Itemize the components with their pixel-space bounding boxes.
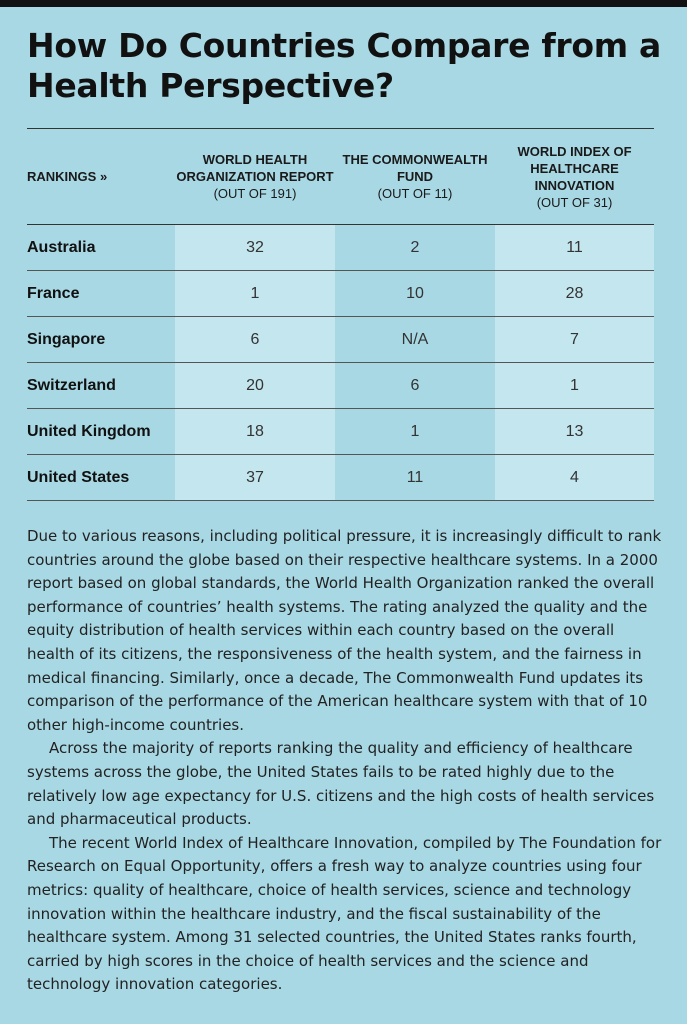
table-row: France 1 10 28 <box>27 270 654 317</box>
paragraph-us-ranking: Across the majority of reports ranking t… <box>27 739 655 829</box>
column-subheading: (OUT OF 191) <box>213 186 297 201</box>
column-subheading: (OUT OF 31) <box>536 194 613 210</box>
column-header-innovation: WORLD INDEX OF HEALTHCARE INNOVATION (OU… <box>495 128 654 225</box>
paragraph-innovation-index: The recent World Index of Healthcare Inn… <box>27 833 662 994</box>
innovation-rank-cell: 1 <box>495 362 654 409</box>
who-rank-cell: 32 <box>175 224 335 271</box>
who-rank-cell: 18 <box>175 408 335 455</box>
commonwealth-rank-cell: 6 <box>335 362 495 409</box>
commonwealth-rank-cell: N/A <box>335 316 495 363</box>
table-header-row: RANKINGS » WORLD HEALTH ORGANIZATION REP… <box>27 128 654 225</box>
innovation-rank-cell: 4 <box>495 454 654 501</box>
column-heading: WORLD INDEX OF HEALTHCARE INNOVATION <box>517 143 632 193</box>
table-row: Switzerland 20 6 1 <box>27 362 654 409</box>
column-header-who: WORLD HEALTH ORGANIZATION REPORT (OUT OF… <box>175 128 335 225</box>
innovation-rank-cell: 13 <box>495 408 654 455</box>
rankings-label: RANKINGS » <box>27 128 175 225</box>
rankings-table: RANKINGS » WORLD HEALTH ORGANIZATION REP… <box>27 128 654 501</box>
table-row: Australia 32 2 11 <box>27 224 654 271</box>
country-name: Australia <box>27 224 175 271</box>
column-heading: THE COMMONWEALTH FUND <box>342 152 488 184</box>
column-header-commonwealth: THE COMMONWEALTH FUND (OUT OF 11) <box>335 128 495 225</box>
innovation-rank-cell: 7 <box>495 316 654 363</box>
commonwealth-rank-cell: 10 <box>335 270 495 317</box>
who-rank-cell: 37 <box>175 454 335 501</box>
column-subheading: (OUT OF 11) <box>377 186 453 201</box>
commonwealth-rank-cell: 2 <box>335 224 495 271</box>
innovation-rank-cell: 28 <box>495 270 654 317</box>
paragraph-intro: Due to various reasons, including politi… <box>27 527 662 734</box>
who-rank-cell: 20 <box>175 362 335 409</box>
country-name: France <box>27 270 175 317</box>
country-name: Singapore <box>27 316 175 363</box>
country-name: Switzerland <box>27 362 175 409</box>
table-row: United States 37 11 4 <box>27 454 654 501</box>
table-row: Singapore 6 N/A 7 <box>27 316 654 363</box>
top-bar <box>0 0 687 7</box>
innovation-rank-cell: 11 <box>495 224 654 271</box>
commonwealth-rank-cell: 1 <box>335 408 495 455</box>
country-name: United States <box>27 454 175 501</box>
who-rank-cell: 6 <box>175 316 335 363</box>
page-title: How Do Countries Compare from a Health P… <box>27 26 662 105</box>
who-rank-cell: 1 <box>175 270 335 317</box>
article-body: Due to various reasons, including politi… <box>27 525 662 997</box>
column-heading: WORLD HEALTH ORGANIZATION REPORT <box>176 152 334 184</box>
commonwealth-rank-cell: 11 <box>335 454 495 501</box>
table-row: United Kingdom 18 1 13 <box>27 408 654 455</box>
country-name: United Kingdom <box>27 408 175 455</box>
